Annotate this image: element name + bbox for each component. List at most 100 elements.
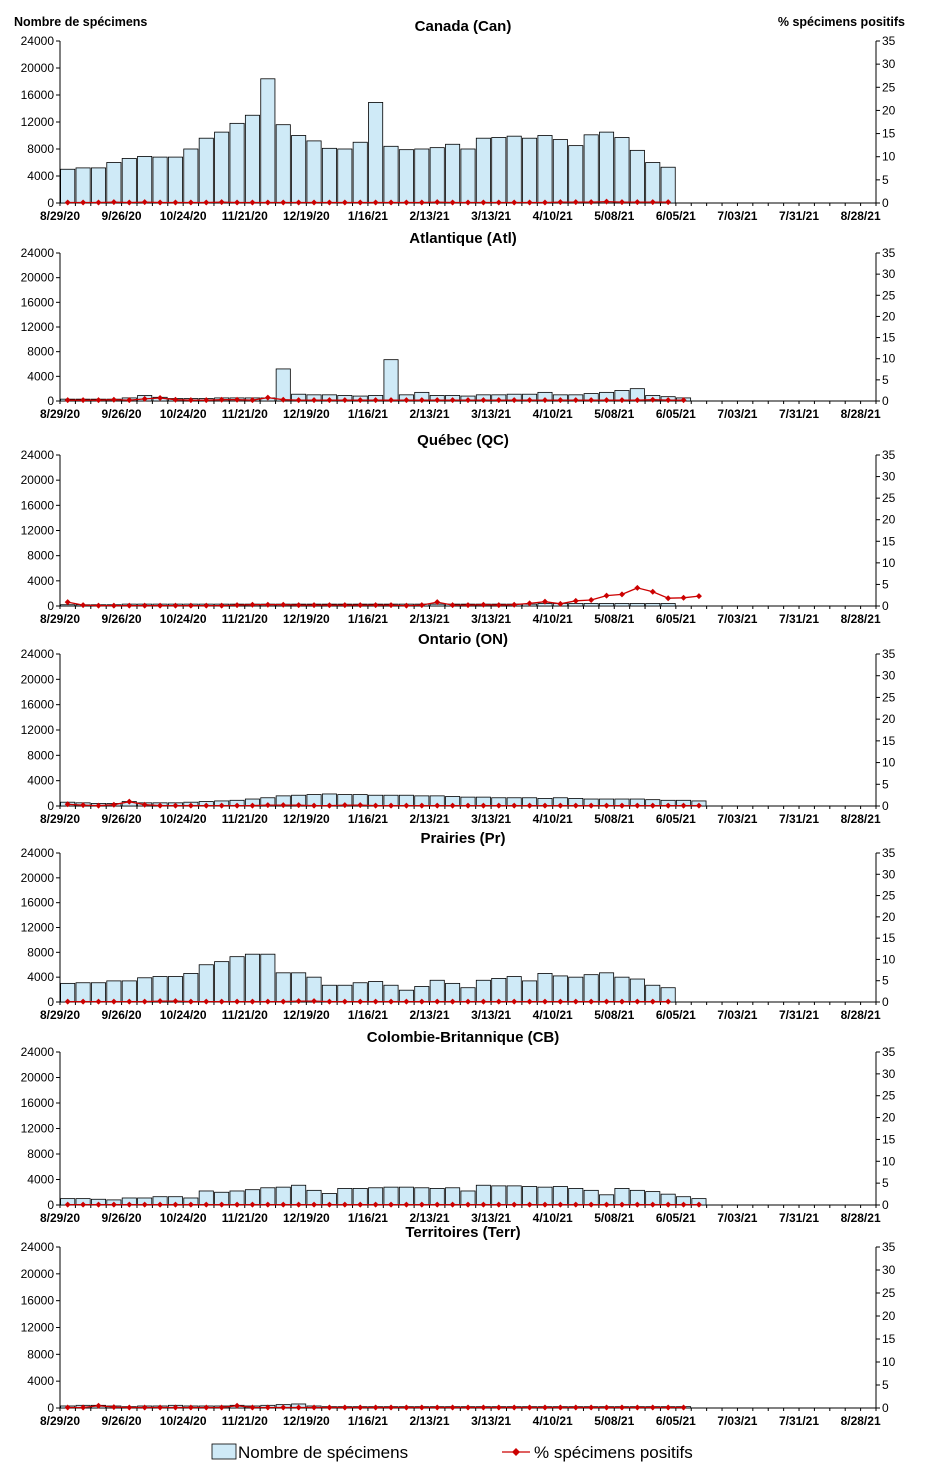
y-right-tick-label: 25 xyxy=(882,690,896,704)
y-right-tick-label: 10 xyxy=(882,952,896,966)
positivity-point xyxy=(295,199,302,206)
y-left-tick-label: 20000 xyxy=(21,1071,55,1085)
x-tick-label: 3/13/21 xyxy=(471,1008,511,1022)
y-left-tick-label: 24000 xyxy=(21,647,55,661)
panel-title: Québec (QC) xyxy=(417,432,509,449)
x-tick-label: 5/08/21 xyxy=(594,1414,634,1428)
positivity-point xyxy=(495,199,502,206)
positivity-point xyxy=(495,1201,502,1208)
y-left-tick-label: 16000 xyxy=(21,698,55,712)
positivity-point xyxy=(418,1201,425,1208)
x-tick-label: 7/03/21 xyxy=(717,1211,757,1225)
positivity-point xyxy=(541,998,548,1005)
positivity-point xyxy=(665,1404,672,1411)
positivity-point xyxy=(311,1201,318,1208)
x-tick-label: 8/28/21 xyxy=(841,1414,881,1428)
positivity-point xyxy=(280,998,287,1005)
x-tick-label: 12/19/20 xyxy=(283,612,330,626)
x-tick-label: 10/24/20 xyxy=(160,612,207,626)
positivity-point xyxy=(311,1404,318,1411)
specimen-bar xyxy=(214,131,230,204)
positivity-point xyxy=(80,199,87,206)
positivity-point xyxy=(434,397,441,404)
positivity-point xyxy=(665,199,672,206)
positivity-point xyxy=(495,802,502,809)
y-right-tick-label: 30 xyxy=(882,470,896,484)
panel-6: Colombie-Britannique (CB) 24000 20000 16000… xyxy=(21,1029,896,1225)
x-tick-label: 6/05/21 xyxy=(656,209,696,223)
positivity-point xyxy=(280,396,287,403)
x-tick-label: 10/24/20 xyxy=(160,407,207,421)
specimen-bar xyxy=(198,964,214,1003)
positivity-point xyxy=(603,397,610,404)
x-tick-label: 10/24/20 xyxy=(160,209,207,223)
x-tick-label: 10/24/20 xyxy=(160,1414,207,1428)
x-tick-label: 10/24/20 xyxy=(160,1211,207,1225)
positivity-point xyxy=(603,1201,610,1208)
positivity-point xyxy=(465,802,471,809)
specimen-bar xyxy=(383,359,399,402)
positivity-point xyxy=(465,998,471,1005)
left-axis-caption: Nombre de spécimens xyxy=(14,15,147,29)
x-tick-label: 1/16/21 xyxy=(348,612,388,626)
x-tick-label: 4/10/21 xyxy=(533,1414,573,1428)
y-right-tick-label: 20 xyxy=(882,1309,896,1323)
x-tick-label: 7/03/21 xyxy=(717,407,757,421)
y-right-tick-label: 25 xyxy=(882,80,896,94)
positivity-point xyxy=(110,1201,117,1208)
y-right-tick-label: 0 xyxy=(882,1401,889,1415)
x-tick-label: 11/21/20 xyxy=(222,612,268,626)
x-tick-label: 7/03/21 xyxy=(717,1008,757,1022)
positivity-point xyxy=(572,802,579,809)
positivity-point xyxy=(634,998,641,1005)
positivity-point xyxy=(203,397,210,404)
specimen-bar xyxy=(214,961,230,1003)
positivity-point xyxy=(110,1404,117,1411)
positivity-point xyxy=(234,1402,241,1409)
y-right-tick-label: 5 xyxy=(882,577,889,591)
positivity-point xyxy=(157,395,164,402)
x-tick-label: 8/28/21 xyxy=(841,209,881,223)
positivity-point xyxy=(110,801,117,808)
positivity-point xyxy=(80,1404,87,1411)
panel-3: Québec (QC) 24000 20000 16000 12000 8000 4000 0… xyxy=(21,432,896,626)
x-tick-label: 4/10/21 xyxy=(533,1008,573,1022)
specimen-bar xyxy=(568,976,584,1003)
positivity-point xyxy=(341,1201,348,1208)
y-right-tick-label: 30 xyxy=(882,1263,896,1277)
y-right-tick-label: 5 xyxy=(882,1378,889,1392)
specimen-bar xyxy=(275,124,291,204)
y-left-tick-label: 4000 xyxy=(27,369,54,383)
positivity-point xyxy=(234,802,241,809)
y-left-tick-label: 4000 xyxy=(27,1374,54,1388)
positivity-point xyxy=(603,592,610,599)
positivity-point xyxy=(234,396,241,403)
positivity-point xyxy=(665,802,672,809)
y-left-tick-label: 0 xyxy=(47,799,54,813)
y-right-tick-label: 0 xyxy=(882,599,889,613)
x-tick-label: 4/10/21 xyxy=(533,407,573,421)
x-tick-label: 1/16/21 xyxy=(348,209,388,223)
legend-line-marker xyxy=(512,1448,520,1456)
y-right-tick-label: 35 xyxy=(882,1045,896,1059)
specimen-bar xyxy=(75,167,91,204)
x-tick-label: 7/31/21 xyxy=(779,612,819,626)
y-left-tick-label: 24000 xyxy=(21,1240,55,1254)
positivity-point xyxy=(64,199,71,206)
y-left-tick-label: 0 xyxy=(47,1401,54,1415)
y-right-tick-label: 15 xyxy=(882,127,896,141)
positivity-point xyxy=(341,998,348,1005)
positivity-point xyxy=(311,199,318,206)
positivity-point xyxy=(418,602,425,609)
specimen-bar xyxy=(614,137,630,204)
positivity-point xyxy=(218,1404,225,1411)
positivity-point xyxy=(634,397,641,404)
positivity-point xyxy=(126,1201,133,1208)
positivity-point xyxy=(480,1201,487,1208)
x-tick-label: 1/16/21 xyxy=(348,407,388,421)
specimen-bar xyxy=(506,135,522,204)
y-left-tick-label: 8000 xyxy=(27,345,54,359)
specimen-bar xyxy=(352,141,368,204)
y-right-tick-label: 10 xyxy=(882,756,896,770)
x-tick-label: 7/31/21 xyxy=(779,209,819,223)
